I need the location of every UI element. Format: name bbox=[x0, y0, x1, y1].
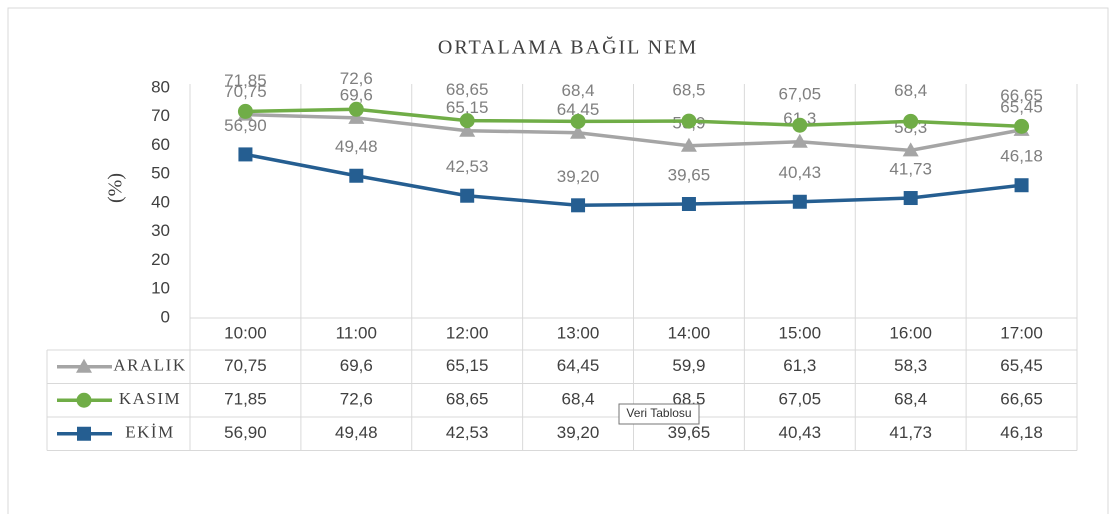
chart-title: ORTALAMA BAĞIL NEM bbox=[438, 36, 698, 59]
marker bbox=[1014, 178, 1029, 193]
table-cell: 49,48 bbox=[335, 423, 378, 442]
table-cell: 40,43 bbox=[779, 423, 822, 442]
data-label: 65,45 bbox=[1000, 97, 1043, 116]
marker bbox=[570, 113, 586, 129]
legend-label: KASIM bbox=[119, 389, 181, 408]
table-cell: 67,05 bbox=[779, 390, 822, 409]
tooltip-box bbox=[618, 403, 700, 425]
marker bbox=[237, 103, 253, 119]
data-label: 67,05 bbox=[779, 85, 822, 104]
table-cell: 64,45 bbox=[557, 356, 600, 375]
marker bbox=[349, 168, 364, 183]
data-label: 66,65 bbox=[1000, 86, 1043, 105]
marker bbox=[902, 142, 919, 157]
table-cell: 41,73 bbox=[889, 423, 932, 442]
marker bbox=[348, 101, 364, 117]
x-tick-label: 12:00 bbox=[446, 323, 489, 342]
marker bbox=[459, 113, 475, 129]
y-tick-label: 0 bbox=[161, 307, 170, 326]
y-axis-label: (%) bbox=[105, 173, 127, 203]
data-label: 46,18 bbox=[1000, 147, 1043, 166]
legend-marker bbox=[76, 392, 92, 408]
y-tick-label: 50 bbox=[151, 164, 170, 183]
data-label: 42,53 bbox=[446, 157, 489, 176]
marker bbox=[571, 198, 586, 213]
legend-label: EKİM bbox=[125, 423, 174, 442]
x-tick-label: 14:00 bbox=[668, 323, 711, 342]
table-cell: 56,90 bbox=[224, 423, 267, 442]
table-cell: 39,65 bbox=[668, 423, 711, 442]
x-tick-label: 15:00 bbox=[779, 323, 822, 342]
x-tick-label: 10:00 bbox=[224, 323, 267, 342]
table-cell: 72,6 bbox=[340, 390, 373, 409]
y-tick-label: 10 bbox=[151, 279, 170, 298]
data-label: 68,4 bbox=[894, 81, 927, 100]
chart-frame bbox=[7, 7, 1109, 514]
marker bbox=[460, 188, 475, 203]
data-label: 56,90 bbox=[224, 116, 267, 135]
marker bbox=[348, 109, 365, 124]
data-label: 39,20 bbox=[557, 167, 600, 186]
tooltip-text: Veri Tablosu bbox=[626, 406, 691, 420]
data-label: 68,5 bbox=[672, 81, 705, 100]
series-line bbox=[245, 152, 1022, 208]
data-label: 70,75 bbox=[224, 82, 267, 101]
table-cell: 69,6 bbox=[340, 356, 373, 375]
data-label: 40,43 bbox=[779, 163, 822, 182]
table-cell: 68,4 bbox=[562, 390, 595, 409]
table-cell: 42,53 bbox=[446, 423, 489, 442]
table-cell: 46,18 bbox=[1000, 423, 1043, 442]
marker bbox=[570, 124, 587, 139]
x-tick-label: 16:00 bbox=[889, 323, 932, 342]
table-cell: 68,65 bbox=[446, 390, 489, 409]
data-label: 72,6 bbox=[340, 69, 373, 88]
table-cell: 68,4 bbox=[894, 390, 927, 409]
table-cell: 65,45 bbox=[1000, 356, 1043, 375]
data-label: 41,73 bbox=[889, 160, 932, 179]
table-cell: 70,75 bbox=[224, 356, 267, 375]
legend-marker bbox=[77, 426, 91, 441]
table-cell: 58,3 bbox=[894, 356, 927, 375]
data-label: 49,48 bbox=[335, 137, 378, 156]
x-tick-label: 17:00 bbox=[1000, 323, 1043, 342]
table-cell: 59,9 bbox=[672, 356, 705, 375]
marker bbox=[459, 122, 476, 137]
y-tick-label: 60 bbox=[151, 135, 170, 154]
table-cell: 71,85 bbox=[224, 390, 267, 409]
series-line bbox=[245, 112, 1022, 153]
series-line bbox=[245, 107, 1022, 129]
y-tick-label: 40 bbox=[151, 192, 170, 211]
data-label: 39,65 bbox=[668, 165, 711, 184]
legend-label: ARALIK bbox=[113, 356, 186, 375]
marker bbox=[1014, 118, 1030, 134]
data-label: 69,6 bbox=[340, 85, 373, 104]
legend-marker bbox=[76, 358, 92, 373]
marker bbox=[681, 113, 697, 129]
data-label: 65,15 bbox=[446, 98, 489, 117]
table-cell: 61,3 bbox=[783, 356, 816, 375]
table-cell: 39,20 bbox=[557, 423, 600, 442]
data-label: 68,4 bbox=[562, 81, 595, 100]
x-tick-label: 11:00 bbox=[336, 323, 377, 342]
tooltip: Veri Tablosu bbox=[618, 403, 700, 425]
marker bbox=[238, 147, 253, 162]
marker bbox=[792, 194, 807, 209]
marker bbox=[792, 117, 808, 133]
y-tick-label: 20 bbox=[151, 250, 170, 269]
x-tick-label: 13:00 bbox=[557, 323, 600, 342]
marker bbox=[791, 133, 808, 148]
y-tick-label: 70 bbox=[151, 106, 170, 125]
data-label: 71,85 bbox=[224, 71, 267, 90]
data-label: 64,45 bbox=[557, 100, 600, 119]
table-cell: 65,15 bbox=[446, 356, 489, 375]
marker bbox=[903, 191, 918, 206]
data-label: 68,65 bbox=[446, 80, 489, 99]
y-tick-label: 80 bbox=[151, 77, 170, 96]
table-cell: 66,65 bbox=[1000, 390, 1043, 409]
marker bbox=[680, 137, 697, 152]
marker bbox=[903, 113, 919, 129]
y-tick-label: 30 bbox=[151, 221, 170, 240]
marker bbox=[681, 197, 696, 212]
